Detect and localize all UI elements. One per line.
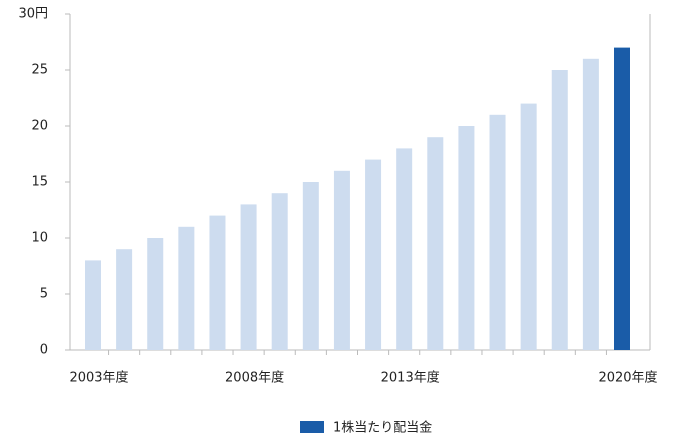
bar [396,148,413,350]
legend-swatch [300,421,324,433]
y-tick-label: 20 [31,119,48,134]
bar [178,226,195,350]
bar [209,215,226,350]
bar [147,238,164,350]
x-tick-label: 2008年度 [225,370,284,386]
bar [520,103,537,350]
y-tick-label: 0 [40,343,48,358]
bar [333,170,350,350]
bar [427,137,444,350]
bar [551,70,568,350]
y-tick-label: 15 [31,175,48,190]
legend-label: 1株当たり配当金 [333,420,432,436]
x-tick-label: 2013年度 [381,370,440,386]
bar [85,260,101,350]
bar [614,47,630,350]
bar [458,126,475,350]
y-tick-label: 25 [31,63,48,78]
x-tick-label: 2020年度 [598,370,657,386]
y-tick-label: 10 [31,231,48,246]
x-tick-label: 2003年度 [69,370,128,386]
bar [116,249,133,350]
bar [271,193,288,350]
y-tick-label: 5 [40,287,48,302]
bar [302,182,319,350]
y-tick-label: 30円 [18,7,48,22]
bar [582,58,599,351]
bar [489,114,506,350]
bar [240,204,257,350]
bar [365,159,382,350]
